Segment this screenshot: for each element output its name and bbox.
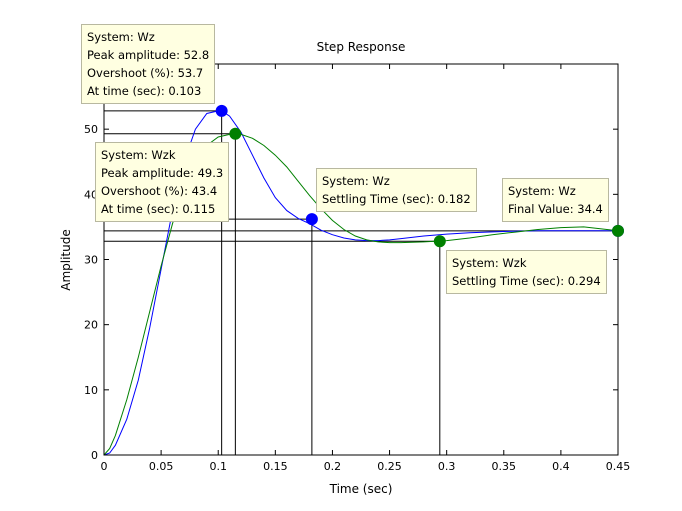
x-tick-label: 0.15 <box>263 460 288 473</box>
datatip-marker[interactable] <box>433 235 446 248</box>
datatip-line: Overshoot (%): 53.7 <box>87 66 204 80</box>
datatip-line: At time (sec): 0.115 <box>101 202 216 216</box>
series-line-wz <box>103 110 618 456</box>
y-tick-label: 0 <box>91 449 98 462</box>
datatip-line: System: Wz <box>322 174 390 188</box>
datatip-marker[interactable] <box>305 213 318 226</box>
datatip-wzk-peak[interactable]: System: Wzk Peak amplitude: 49.3 Oversho… <box>95 142 230 222</box>
x-axis-label: Time (sec) <box>329 482 393 496</box>
datatip-wz-peak[interactable]: System: Wz Peak amplitude: 52.8 Overshoo… <box>81 24 216 104</box>
datatip-line: Settling Time (sec): 0.182 <box>322 192 471 206</box>
datatip-line: System: Wz <box>508 184 576 198</box>
x-tick-label: 0 <box>101 460 108 473</box>
datatip-marker[interactable] <box>612 224 624 237</box>
datatip-line: Final Value: 34.4 <box>508 202 603 216</box>
x-tick-label: 0.35 <box>492 460 517 473</box>
datatip-line: System: Wz <box>87 30 155 44</box>
x-tick-label: 0.3 <box>438 460 456 473</box>
y-axis-label: Amplitude <box>59 229 73 291</box>
y-tick-label: 30 <box>84 254 98 267</box>
x-tick-label: 0.1 <box>209 460 227 473</box>
datatip-line: System: Wzk <box>101 148 176 162</box>
datatip-wzk-settling[interactable]: System: Wzk Settling Time (sec): 0.294 <box>446 250 607 294</box>
series-line-wzk <box>103 133 619 456</box>
datatip-line: Peak amplitude: 49.3 <box>101 166 224 180</box>
y-tick-label: 20 <box>84 319 98 332</box>
datatip-line: Peak amplitude: 52.8 <box>87 48 210 62</box>
datatip-marker[interactable] <box>229 127 242 140</box>
datatip-line: Settling Time (sec): 0.294 <box>452 274 601 288</box>
datatip-line: System: Wzk <box>452 256 527 270</box>
datatip-marker[interactable] <box>215 104 228 117</box>
datatip-wz-final[interactable]: System: Wz Final Value: 34.4 <box>502 178 609 222</box>
datatip-line: Overshoot (%): 43.4 <box>101 184 218 198</box>
datatip-wz-settling[interactable]: System: Wz Settling Time (sec): 0.182 <box>316 168 477 212</box>
x-tick-label: 0.45 <box>606 460 631 473</box>
datatip-line: At time (sec): 0.103 <box>87 84 202 98</box>
y-tick-label: 40 <box>84 188 98 201</box>
x-tick-label: 0.4 <box>552 460 570 473</box>
x-tick-label: 0.25 <box>377 460 402 473</box>
x-tick-label: 0.2 <box>324 460 342 473</box>
x-tick-label: 0.05 <box>149 460 174 473</box>
chart-title: Step Response <box>317 40 406 54</box>
y-tick-label: 50 <box>84 123 98 136</box>
y-tick-label: 10 <box>84 384 98 397</box>
